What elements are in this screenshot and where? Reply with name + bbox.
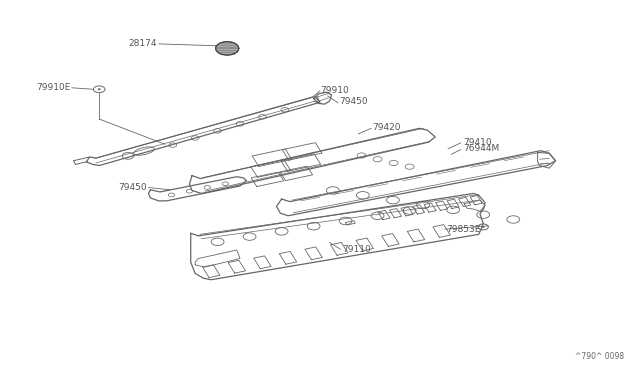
Circle shape: [216, 42, 239, 55]
Circle shape: [482, 226, 484, 228]
Text: 79410: 79410: [463, 138, 492, 147]
Text: 79910: 79910: [320, 86, 349, 94]
Text: 79110: 79110: [342, 246, 371, 254]
Text: 76944M: 76944M: [463, 144, 499, 153]
Text: 28174: 28174: [128, 39, 157, 48]
Text: 79853E: 79853E: [446, 225, 481, 234]
Text: ^790^ 0098: ^790^ 0098: [575, 352, 624, 361]
Circle shape: [98, 89, 100, 90]
Text: 79420: 79420: [372, 123, 401, 132]
Text: 79450: 79450: [339, 97, 368, 106]
Text: 79450: 79450: [118, 183, 147, 192]
Text: 79910E: 79910E: [36, 83, 71, 92]
